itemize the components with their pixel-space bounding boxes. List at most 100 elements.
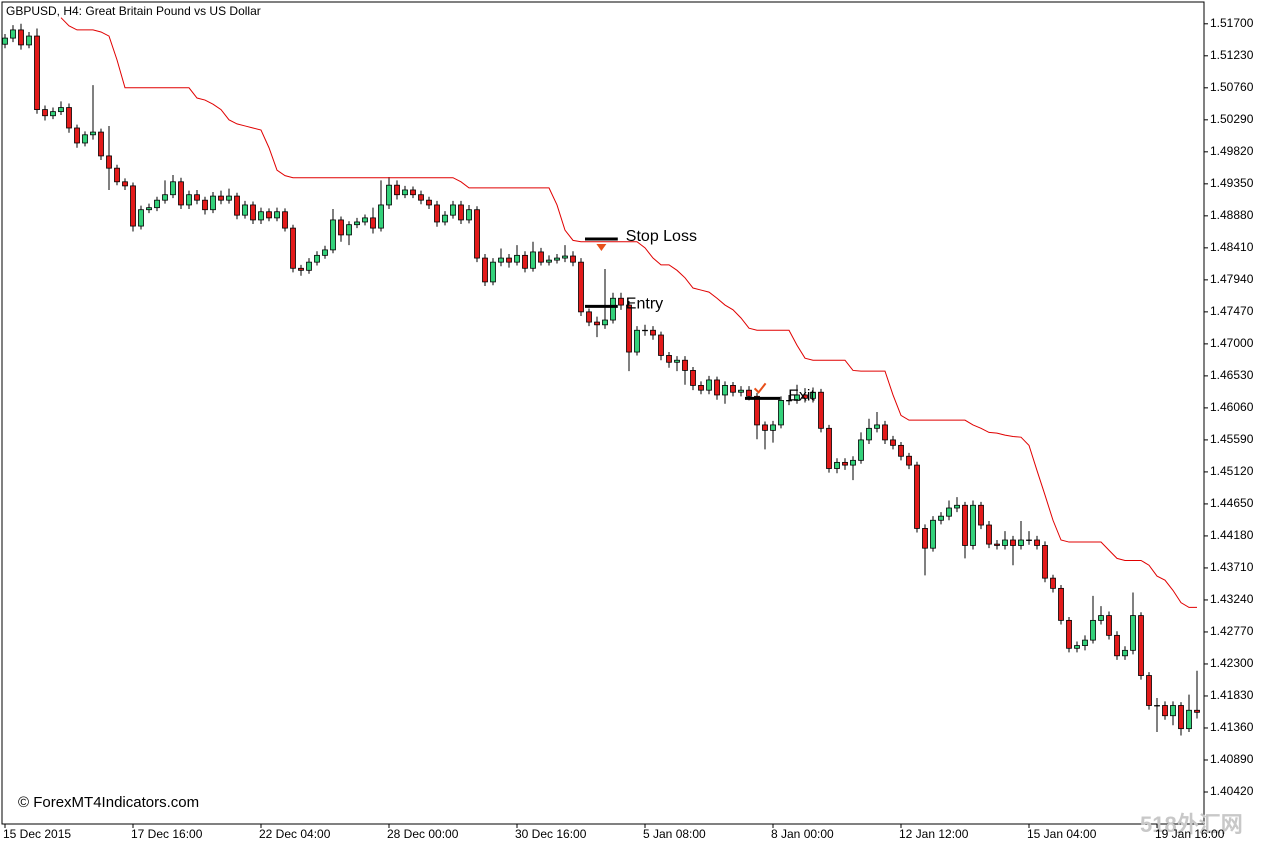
candle-body: [42, 109, 48, 117]
y-tick-label: 1.47000: [1210, 336, 1254, 350]
candle-body: [210, 195, 216, 211]
arrow-icon: [596, 243, 607, 251]
candle-body: [578, 261, 584, 313]
candle-body: [1122, 649, 1128, 657]
candle-body: [850, 459, 856, 466]
y-tick-label: 1.46060: [1210, 400, 1254, 414]
candle-body: [1178, 705, 1184, 730]
y-tick-label: 1.41360: [1210, 720, 1254, 734]
y-tick-label: 1.42770: [1210, 624, 1254, 638]
x-tick-label: 5 Jan 08:00: [643, 827, 706, 841]
candle-body: [122, 181, 128, 187]
candle-body: [658, 334, 664, 356]
candle-body: [98, 131, 104, 157]
candle-body: [690, 370, 696, 386]
x-tick-label: 22 Dec 04:00: [259, 827, 331, 841]
candle-body: [642, 329, 648, 332]
candle-body: [410, 189, 416, 196]
x-tick-label: 15 Dec 2015: [3, 827, 71, 841]
y-tick-label: 1.43710: [1210, 560, 1254, 574]
candle-body: [930, 519, 936, 549]
chart-title: GBPUSD, H4: Great Britain Pound vs US Do…: [6, 4, 261, 18]
candle-body: [714, 379, 720, 396]
candle-body: [762, 424, 768, 431]
candle-body: [82, 134, 88, 144]
candle-body: [650, 329, 656, 336]
y-tick-label: 1.47940: [1210, 272, 1254, 286]
y-tick-label: 1.46530: [1210, 368, 1254, 382]
candle-body: [1082, 639, 1088, 646]
candle-body: [922, 528, 928, 549]
candle-body: [1130, 615, 1136, 651]
candle-body: [386, 184, 392, 206]
candle-body: [1026, 539, 1032, 541]
candle-body: [258, 211, 264, 221]
candle-body: [402, 189, 408, 196]
y-tick-label: 1.51230: [1210, 48, 1254, 62]
candle-body: [946, 507, 952, 517]
candle-body: [450, 204, 456, 216]
x-tick-label: 15 Jan 04:00: [1027, 827, 1097, 841]
candle-body: [898, 444, 904, 457]
candle-body: [586, 311, 592, 323]
candle-body: [1034, 539, 1040, 546]
candle-body: [490, 261, 496, 283]
candle-body: [434, 204, 440, 223]
candle-body: [18, 29, 24, 46]
candle-body: [362, 217, 368, 223]
candle-body: [2, 37, 8, 45]
candle-body: [514, 254, 520, 263]
candle-body: [1138, 615, 1144, 676]
y-tick-label: 1.44650: [1210, 496, 1254, 510]
x-tick-label: 30 Dec 16:00: [515, 827, 587, 841]
candle-body: [530, 251, 536, 269]
candle-body: [682, 359, 688, 371]
candle-body: [626, 304, 632, 353]
candle-body: [810, 391, 816, 399]
candle-body: [138, 209, 144, 227]
candle-body: [474, 209, 480, 259]
candle-body: [74, 127, 80, 144]
candle-body: [882, 424, 888, 441]
candle-body: [522, 254, 528, 269]
candle-body: [802, 394, 808, 399]
x-tick-label: 28 Dec 00:00: [387, 827, 459, 841]
candle-body: [562, 255, 568, 259]
candle-body: [738, 389, 744, 393]
candle-body: [786, 400, 792, 402]
candle-body: [770, 424, 776, 431]
candle-body: [466, 209, 472, 221]
candle-body: [186, 194, 192, 206]
candle-body: [282, 211, 288, 229]
candle-body: [306, 261, 312, 271]
candle-body: [130, 185, 136, 227]
candle-body: [202, 199, 208, 211]
candle-body: [818, 391, 824, 429]
candle-body: [330, 219, 336, 251]
candle-body: [274, 211, 280, 219]
x-tick-label: 12 Jan 12:00: [899, 827, 969, 841]
candle-body: [970, 504, 976, 546]
candle-body: [890, 439, 896, 446]
candle-body: [498, 257, 504, 263]
candle-body: [1146, 675, 1152, 706]
candle-body: [1098, 615, 1104, 621]
watermark: © ForexMT4Indicators.com: [18, 794, 199, 811]
indicator-line: [60, 17, 1197, 608]
candle-body: [50, 111, 56, 117]
candle-body: [866, 427, 872, 441]
annotation-label: Exit: [788, 388, 815, 405]
y-tick-label: 1.50290: [1210, 112, 1254, 126]
candle-body: [874, 424, 880, 429]
candle-body: [10, 29, 16, 39]
y-tick-label: 1.50760: [1210, 80, 1254, 94]
candle-body: [1162, 705, 1168, 717]
candle-body: [1010, 539, 1016, 546]
candle-body: [1002, 539, 1008, 546]
x-tick-label: 8 Jan 00:00: [771, 827, 834, 841]
candle-body: [66, 107, 72, 129]
candle-body: [778, 400, 784, 426]
candle-body: [170, 181, 176, 196]
candle-body: [1058, 587, 1064, 621]
candle-body: [506, 257, 512, 263]
